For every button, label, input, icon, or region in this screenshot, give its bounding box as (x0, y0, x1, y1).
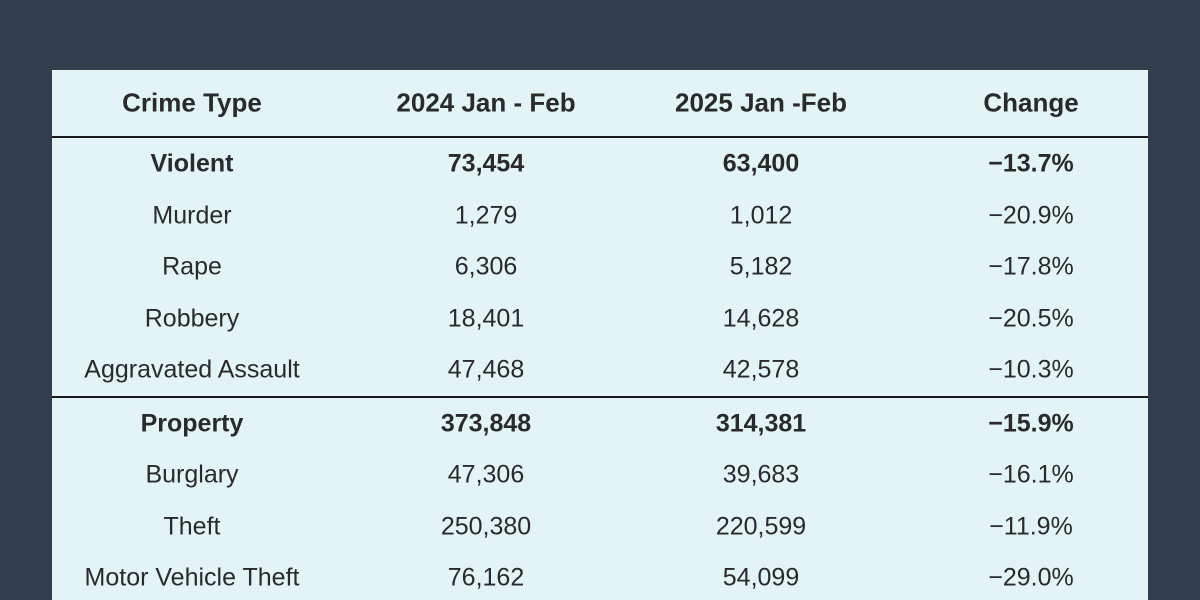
data-cell: 47,306 (447, 460, 525, 489)
data-cell: Theft (163, 512, 221, 540)
crime-table: Crime Type 2024 Jan - Feb 2025 Jan -Feb Cha… (52, 70, 1148, 600)
data-cell: Motor Vehicle Theft (84, 563, 300, 592)
data-cell: 250,380 (440, 512, 532, 540)
total-cell: Violent (150, 149, 234, 178)
data-cell: Robbery (144, 304, 240, 332)
data-cell: 6,306 (454, 252, 518, 281)
data-cell: 18,401 (447, 304, 525, 332)
data-cell: 54,099 (722, 563, 800, 592)
data-cell: 14,628 (722, 304, 800, 332)
data-cell: 39,683 (722, 460, 800, 489)
total-cell: 73,454 (447, 149, 525, 178)
header-cell: 2025 Jan -Feb (675, 87, 847, 118)
data-cell: Murder (152, 201, 232, 229)
data-cell: 220,599 (715, 512, 807, 540)
header-cell: 2024 Jan - Feb (396, 87, 576, 118)
total-cell: −13.7% (988, 149, 1074, 178)
data-cell: −11.9% (989, 512, 1073, 540)
total-cell: Property (140, 409, 244, 437)
data-cell: −16.1% (988, 460, 1074, 489)
total-cell: 314,381 (715, 409, 807, 437)
data-cell: 47,468 (447, 355, 525, 384)
data-cell: 1,012 (729, 201, 793, 229)
header-cell: Change (983, 87, 1079, 118)
data-cell: −20.5% (988, 304, 1074, 332)
total-cell: 373,848 (440, 409, 532, 437)
row-separator (52, 395, 1148, 398)
data-cell: −20.9% (988, 201, 1074, 229)
data-cell: Aggravated Assault (84, 355, 300, 384)
data-cell: −17.8% (988, 252, 1074, 281)
header-cell: Crime Type (122, 87, 262, 118)
data-cell: 42,578 (722, 355, 800, 384)
data-cell: 1,279 (454, 201, 518, 229)
data-cell: Burglary (145, 460, 239, 489)
row-separator (52, 136, 1148, 138)
data-cell: −10.3% (988, 355, 1074, 384)
total-cell: 63,400 (722, 149, 800, 178)
data-cell: Rape (162, 252, 222, 281)
data-cell: 76,162 (447, 563, 525, 592)
total-cell: −15.9% (988, 409, 1074, 437)
data-cell: −29.0% (988, 563, 1074, 592)
data-cell: 5,182 (729, 252, 793, 281)
